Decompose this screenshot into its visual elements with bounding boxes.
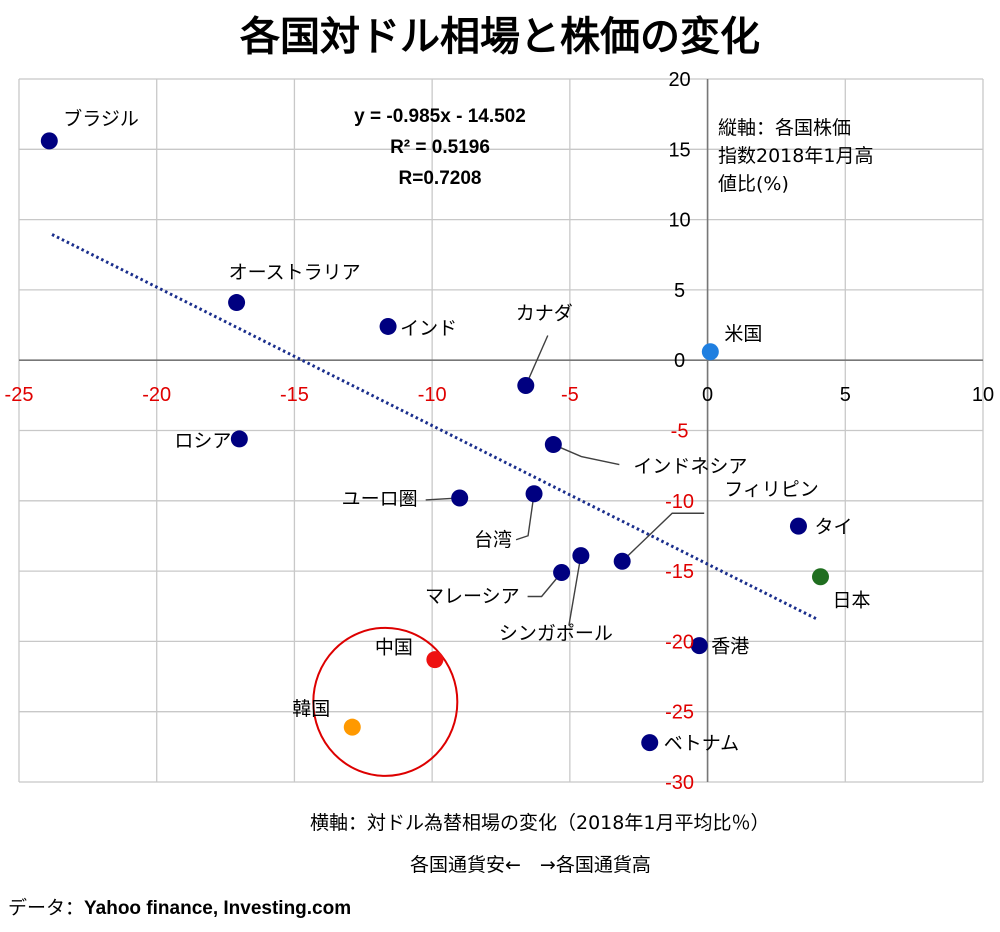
trendline-layer	[51, 233, 819, 621]
point-label: インド	[400, 317, 457, 339]
leader-line	[568, 555, 582, 626]
y-tick-label: -25	[665, 702, 694, 724]
data-point	[230, 430, 248, 448]
data-point	[343, 718, 361, 736]
highlight-circle	[312, 626, 459, 777]
point-label: オーストラリア	[229, 262, 361, 284]
point-label: ブラジル	[63, 107, 139, 130]
trendline	[51, 233, 819, 621]
y-tick-label: -30	[665, 772, 694, 794]
data-point	[451, 489, 469, 507]
point-label: 中国	[375, 637, 413, 659]
highlight-layer	[312, 626, 459, 777]
point-label: フィリピン	[724, 478, 819, 500]
data-point	[544, 436, 562, 454]
grid-lines	[18, 78, 984, 783]
point-label: 韓国	[292, 698, 330, 720]
x-tick-label: 5	[840, 384, 851, 406]
y-axis-note-line-1: 縦軸：各国株価	[718, 117, 851, 139]
y-tick-label: 0	[674, 350, 685, 372]
axes	[19, 79, 983, 782]
y-axis-note-line-2: 指数2018年1月高	[718, 145, 873, 167]
x-tick-label: -15	[280, 384, 309, 406]
x-axis-direction-note: 各国通貨安← →各国通貨高	[410, 854, 651, 876]
point-label: 日本	[832, 590, 870, 612]
leader-line	[515, 493, 535, 541]
data-point	[379, 317, 397, 335]
point-label: ロシア	[174, 430, 231, 452]
data-point	[572, 547, 590, 565]
annotations: y = -0.985x - 14.502 R² = 0.5196 R=0.720…	[354, 106, 873, 195]
data-point	[613, 552, 631, 570]
y-tick-label: -10	[665, 491, 694, 513]
source-label: データ：	[8, 897, 85, 919]
data-point	[525, 485, 543, 503]
y-tick-label: 20	[668, 69, 690, 91]
data-point	[553, 564, 571, 582]
x-tick-label: -5	[561, 384, 579, 406]
x-axis-title: 横軸：対ドル為替相場の変化（2018年1月平均比％）	[310, 812, 770, 834]
y-tick-label: -5	[671, 421, 689, 443]
regression-r: R=0.7208	[399, 168, 482, 189]
x-tick-label: -10	[418, 384, 447, 406]
scatter-chart: -25 -20 -15 -10 -5 0 5 10 -30 -25 -20 -15 -10 -5 0 5 10 1…	[5, 69, 995, 794]
point-label: 台湾	[474, 529, 512, 551]
data-point	[690, 637, 708, 655]
point-label: 香港	[711, 636, 749, 658]
leader-lines	[425, 335, 705, 626]
point-label: シンガポール	[499, 623, 613, 645]
y-axis-note-line-3: 値比(%)	[718, 173, 789, 195]
chart-title: 各国対ドル相場と株価の変化	[240, 14, 760, 60]
point-label: マレーシア	[425, 586, 520, 608]
point-label: カナダ	[516, 303, 573, 325]
y-tick-label: -20	[665, 631, 694, 653]
data-point	[40, 132, 58, 150]
data-points	[40, 132, 829, 752]
y-tick-label: 15	[668, 139, 690, 161]
y-tick-label: -15	[665, 561, 694, 583]
x-tick-label: -25	[5, 384, 34, 406]
y-tick-label: 10	[668, 210, 690, 232]
leader-line	[527, 572, 563, 598]
data-point	[228, 294, 246, 312]
data-point	[641, 734, 659, 752]
leader-line	[621, 512, 705, 562]
leader-line	[553, 443, 620, 466]
data-point	[789, 517, 807, 535]
regression-r2: R² = 0.5196	[390, 137, 490, 158]
data-point	[701, 343, 719, 361]
point-label: タイ	[814, 516, 852, 538]
leader-line	[525, 335, 549, 386]
data-point	[811, 568, 829, 586]
regression-equation: y = -0.985x - 14.502	[354, 106, 526, 127]
data-point	[426, 651, 444, 669]
point-label: インドネシア	[633, 456, 747, 478]
y-tick-label: 5	[674, 280, 685, 302]
source-names: Yahoo finance, Investing.com	[84, 898, 352, 919]
data-source: データ：Yahoo finance, Investing.com	[8, 893, 351, 920]
point-label: ユーロ圏	[342, 488, 418, 510]
point-label: 米国	[724, 323, 762, 345]
data-point	[517, 377, 535, 395]
x-tick-label: 10	[972, 384, 994, 406]
tick-labels: -25 -20 -15 -10 -5 0 5 10 -30 -25 -20 -15 -10 -5 0 5 10 1…	[5, 69, 995, 794]
x-tick-label: 0	[702, 384, 713, 406]
point-label: ベトナム	[664, 733, 739, 755]
x-tick-label: -20	[142, 384, 171, 406]
